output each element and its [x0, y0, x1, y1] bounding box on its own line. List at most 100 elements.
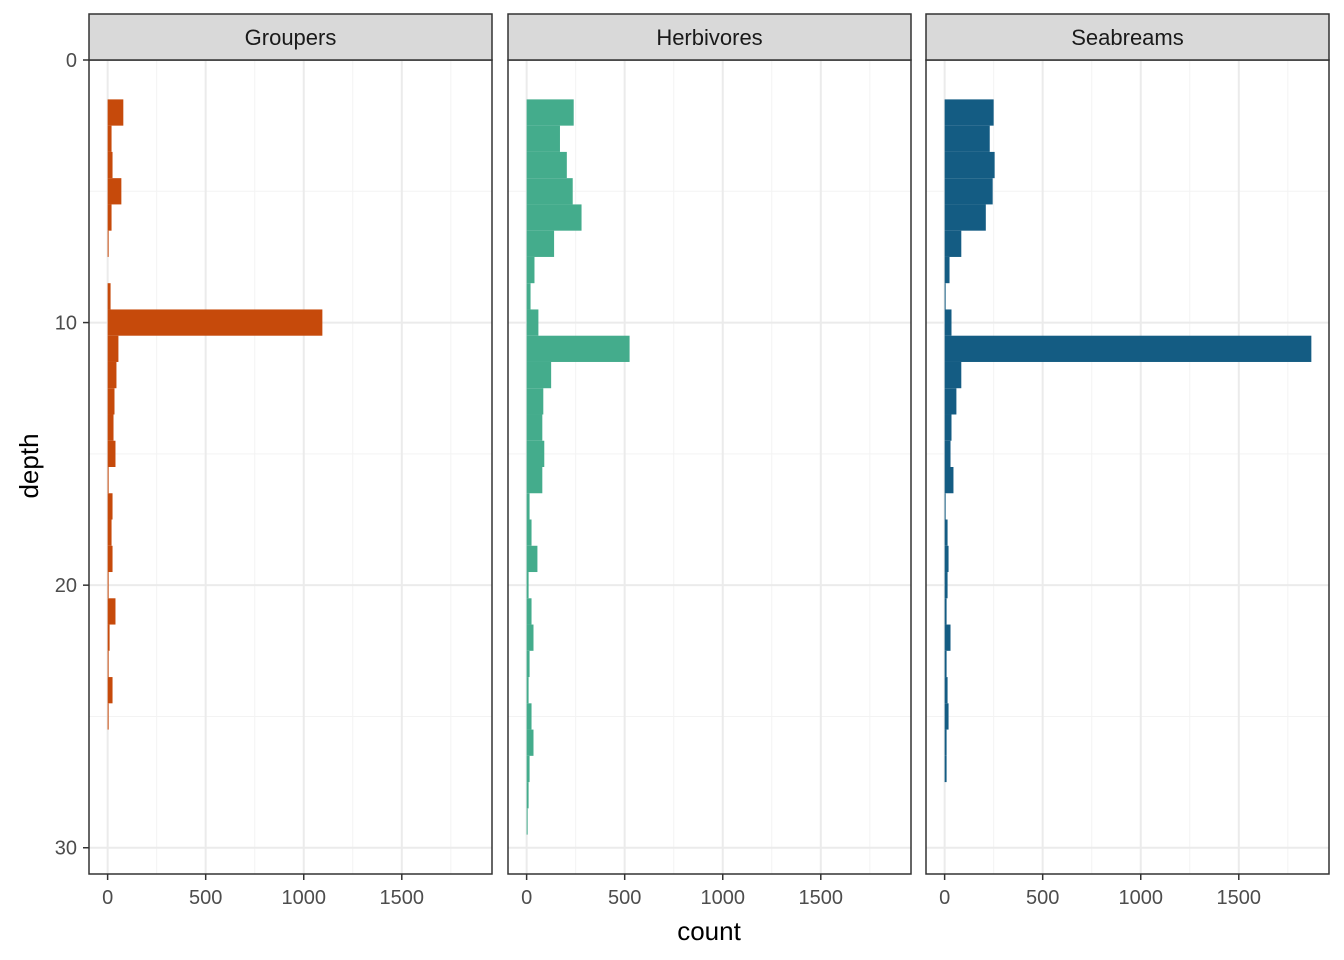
histogram-bar [107, 650, 109, 678]
histogram-bar [107, 204, 112, 231]
histogram-bar [107, 99, 124, 126]
facet-panel-herbivores: Herbivores 0 500 1000 1500 [507, 13, 912, 909]
histogram-bar [526, 677, 529, 704]
histogram-bar [107, 703, 109, 730]
histogram-bar [944, 230, 962, 257]
facet-panel-groupers: Groupers 0 500 1000 1500 [88, 13, 493, 909]
histogram-bar [944, 414, 952, 441]
histogram-bar [107, 493, 113, 520]
histogram-bar [944, 467, 954, 494]
histogram-bar [107, 283, 111, 310]
histogram-bar [526, 361, 552, 389]
x-tick-label: 0 [939, 887, 950, 909]
histogram-bar [944, 361, 962, 389]
x-tick-label: 500 [189, 887, 222, 909]
histogram-bar [944, 545, 949, 573]
facet-strip-label: Herbivores [656, 25, 762, 50]
histogram-bar [107, 467, 109, 494]
histogram-bar [526, 493, 530, 520]
histogram-bar [107, 151, 113, 179]
x-tick-label: 1000 [700, 887, 745, 909]
y-tick-label: 10 [55, 313, 77, 335]
facet-strip [507, 13, 912, 61]
y-tick-label: 0 [66, 50, 77, 72]
histogram-bar [107, 572, 109, 599]
histogram-bar [107, 230, 109, 257]
histogram-bar [526, 388, 544, 415]
histogram-bar [526, 572, 529, 599]
histogram-bar [526, 624, 534, 651]
histogram-bar [526, 440, 545, 467]
histogram-bar [107, 361, 117, 389]
histogram-bar [944, 624, 951, 651]
histogram-bar [526, 230, 555, 257]
histogram-bar [526, 125, 560, 152]
x-tick-label: 1500 [380, 887, 425, 909]
x-axis-title: count [677, 916, 741, 946]
histogram-bar [107, 388, 115, 415]
histogram-bar [526, 414, 543, 441]
histogram-bar [107, 624, 110, 651]
x-tick-label: 1500 [1217, 887, 1262, 909]
histogram-bar [944, 493, 946, 520]
histogram-bar [526, 598, 532, 625]
histogram-bar [107, 545, 113, 573]
facet-panel-seabreams: Seabreams 0 500 1000 1500 [925, 13, 1330, 909]
histogram-bar [526, 335, 630, 362]
x-tick-label: 1500 [799, 887, 844, 909]
histogram-bar [526, 309, 539, 336]
histogram-bar [526, 703, 532, 730]
histogram-bar [107, 598, 116, 625]
facet-strip [88, 13, 493, 61]
histogram-bar [944, 703, 949, 730]
histogram-bar [107, 178, 122, 205]
histogram-bar [944, 283, 946, 310]
histogram-bar [526, 467, 543, 494]
histogram-bar [526, 256, 535, 284]
histogram-bar [944, 99, 994, 126]
histogram-bar [526, 782, 529, 809]
histogram-bar [944, 650, 947, 678]
histogram-bar [526, 650, 530, 678]
facet-strip-label: Groupers [245, 25, 337, 50]
histogram-bar [944, 572, 948, 599]
histogram-bar [526, 283, 531, 310]
facet-strip [925, 13, 1330, 61]
histogram-bar [944, 388, 957, 415]
histogram-bar [944, 440, 951, 467]
histogram-bar [107, 677, 113, 704]
facet-strip-label: Seabreams [1071, 25, 1184, 50]
histogram-bar [107, 519, 112, 546]
x-tick-label: 0 [521, 887, 532, 909]
histogram-bar [526, 755, 530, 783]
histogram-bar [107, 440, 116, 467]
x-tick-label: 0 [102, 887, 113, 909]
histogram-bar [944, 309, 952, 336]
histogram-bar [107, 414, 114, 441]
histogram-bar [526, 808, 528, 835]
histogram-bar [944, 729, 947, 756]
histogram-bar [944, 151, 995, 179]
histogram-bar [107, 335, 119, 362]
histogram-bar [526, 99, 574, 126]
histogram-bar [944, 178, 993, 205]
y-axis-title: depth [14, 433, 44, 498]
histogram-bar [944, 677, 948, 704]
x-tick-label: 1000 [1118, 887, 1163, 909]
histogram-bar [944, 204, 986, 231]
y-tick-label: 30 [55, 838, 77, 860]
histogram-bar [944, 755, 947, 783]
histogram-bar [944, 598, 947, 625]
histogram-bar [526, 519, 532, 546]
histogram-bar [944, 256, 950, 284]
histogram-bar [944, 125, 990, 152]
x-tick-label: 1000 [281, 887, 326, 909]
histogram-bar [944, 335, 1312, 362]
histogram-bar [526, 178, 573, 205]
x-tick-label: 500 [608, 887, 641, 909]
histogram-bar [107, 125, 112, 152]
panel-background [89, 60, 492, 874]
histogram-bar [526, 545, 538, 573]
x-tick-label: 500 [1026, 887, 1059, 909]
